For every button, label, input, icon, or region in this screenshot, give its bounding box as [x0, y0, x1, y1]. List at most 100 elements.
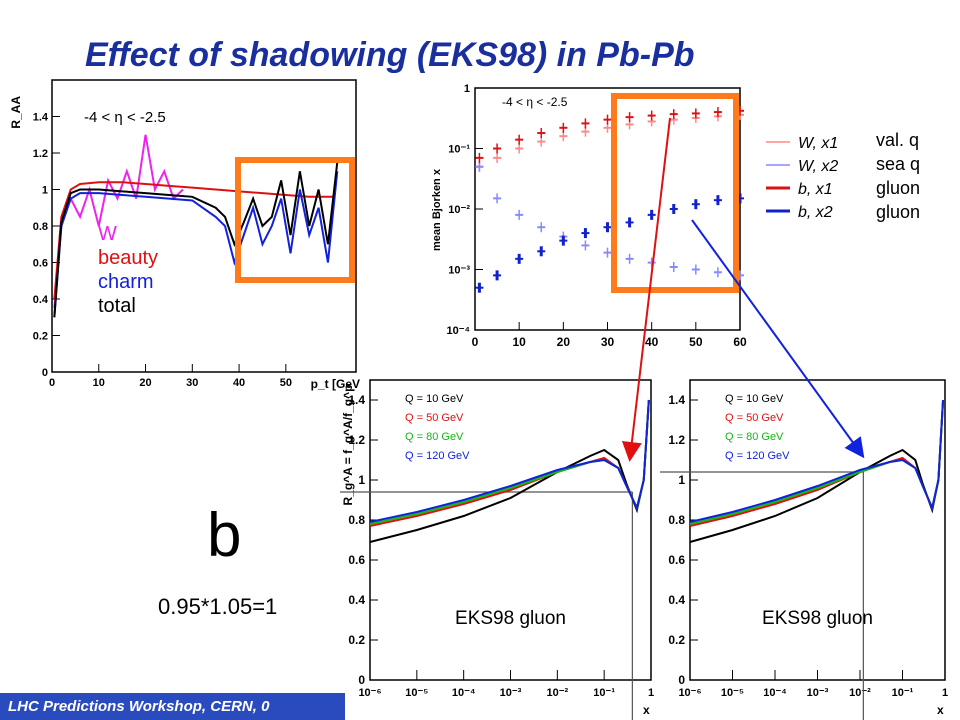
- legend-charm: charm: [98, 271, 154, 293]
- eks-right-xtick-label: 10⁻⁴: [763, 687, 786, 699]
- eks-left-xtick-label: 10⁻⁶: [358, 687, 381, 699]
- raa-ytick-label: 1.2: [33, 148, 48, 160]
- bjx-xtick-label: 40: [645, 335, 659, 349]
- eks-right-xtick-label: 1: [942, 687, 948, 699]
- raa-series-w: [53, 134, 184, 309]
- raa-xtick-label: 0: [49, 377, 55, 389]
- raa-xtick-label: 30: [186, 377, 198, 389]
- eks-left-frame: [369, 379, 652, 681]
- legend-w: W: [98, 223, 117, 245]
- eks-left-ytick-label: 0.8: [348, 513, 365, 527]
- raa-ytick-label: 0.8: [33, 221, 48, 233]
- bjx-legend-label: b, x2: [798, 204, 833, 221]
- bjx-xtick-label: 50: [689, 335, 703, 349]
- raa-chart: 0 0.2 0.4 0.6 0.8 1 1.2 1.4 0 10 20 30 40 50 R_AA p_t […: [9, 79, 360, 391]
- raa-ylabel: R_AA: [9, 96, 23, 129]
- eks-ylabel: R_g^A = f_g^A/f_g^p: [341, 385, 355, 506]
- eks-left-ytick-label: 0.2: [348, 633, 365, 647]
- bjx-ytick-label: 10⁻³: [448, 265, 470, 277]
- eks-left-ytick-label: 0: [358, 673, 365, 687]
- bjx-xtick-label: 0: [472, 335, 479, 349]
- eks-left-xlabel: x: [643, 703, 650, 717]
- eks-right-xtick-label: 10⁻¹: [892, 687, 914, 699]
- eks-left-xtick-label: 10⁻¹: [593, 687, 615, 699]
- eks-right-xtick-label: 10⁻⁶: [678, 687, 701, 699]
- eks-left-legend-label: Q = 80 GeV: [405, 431, 464, 443]
- raa-series-total: [53, 162, 339, 318]
- eks-left-ytick-label: 1.4: [348, 393, 365, 407]
- raa-ytick-label: 0.2: [33, 331, 48, 343]
- eks-left-ytick-label: 1: [358, 473, 365, 487]
- eks-right-xlabel: x: [937, 703, 944, 717]
- eks98-chart-left: 0 0.2 0.4 0.6 0.8 1 1.2 1.4 10⁻⁶ 10⁻⁵ 10⁻⁴ 10⁻³ 10⁻²…: [340, 379, 654, 720]
- eks-left-ytick-label: 0.6: [348, 553, 365, 567]
- bjx-ytick-label: 10⁻¹: [448, 144, 470, 156]
- raa-legend: W beauty charm total: [98, 222, 158, 318]
- bjx-xtick-label: 60: [733, 335, 747, 349]
- eks-left-legend-label: Q = 10 GeV: [405, 393, 464, 405]
- slide-title: Effect of shadowing (EKS98) in Pb-Pb: [85, 36, 695, 74]
- eks-left-xtick-label: 10⁻⁴: [452, 687, 475, 699]
- eks-right-ytick-label: 0.6: [668, 553, 685, 567]
- eks-right-ytick-label: 0.2: [668, 633, 685, 647]
- formula-text: 0.95*1.05=1: [158, 594, 278, 619]
- bjx-xtick-label: 30: [601, 335, 615, 349]
- note-sea-q: sea q: [876, 154, 921, 174]
- bjorken-notes: val. q sea q gluon gluon: [876, 128, 920, 224]
- raa-ytick-label: 0.4: [33, 294, 49, 306]
- eks-right-ytick-label: 1: [678, 473, 685, 487]
- raa-xtick-label: 40: [233, 377, 245, 389]
- bjx-range-label: -4 < η < -2.5: [502, 95, 568, 109]
- eks-right-ytick-label: 0: [678, 673, 685, 687]
- bjx-xtick-label: 10: [512, 335, 526, 349]
- raa-xtick-label: 20: [139, 377, 151, 389]
- raa-xtick-label: 50: [280, 377, 292, 389]
- arrow-blue: [691, 219, 865, 459]
- highlight-box-bjx: [611, 93, 739, 293]
- highlight-box-raa: [235, 157, 355, 283]
- eks-right-caption: EKS98 gluon: [762, 608, 873, 629]
- bjx-ylabel: mean Bjorken x: [431, 168, 443, 251]
- raa-xlabel: p_t [GeV: [311, 377, 360, 391]
- raa-series-charm: [53, 171, 339, 318]
- eks-right-ytick-label: 0.8: [668, 513, 685, 527]
- bjx-ytick-label: 10⁻⁴: [447, 325, 470, 337]
- raa-ytick-label: 0.6: [33, 258, 48, 270]
- raa-xtick-label: 10: [93, 377, 105, 389]
- eks-right-legend-label: Q = 10 GeV: [725, 393, 784, 405]
- bjx-ytick-label: 1: [464, 83, 470, 95]
- arrow-red: [621, 117, 671, 462]
- note-gluon-1: gluon: [876, 178, 921, 198]
- bjx-legend-label: b, x1: [798, 181, 833, 198]
- raa-ytick-label: 1: [42, 185, 48, 197]
- eks-right-series: [689, 399, 945, 523]
- highlight-overlays: [235, 93, 865, 462]
- legend-total: total: [98, 295, 136, 317]
- eks-right-ytick-label: 0.4: [668, 593, 685, 607]
- eks-left-xtick-label: 1: [648, 687, 654, 699]
- raa-ytick-label: 1.4: [33, 112, 49, 124]
- eks-left-xtick-label: 10⁻²: [546, 687, 568, 699]
- eks-left-series: [369, 399, 650, 523]
- raa-range-label: -4 < η < -2.5: [84, 109, 166, 126]
- eks-right-frame: [689, 379, 946, 681]
- eks-left-legend-label: Q = 50 GeV: [405, 412, 464, 424]
- eks-right-xtick-label: 10⁻²: [849, 687, 871, 699]
- bjx-ytick-label: 10⁻²: [448, 204, 470, 216]
- eks-right-xtick-label: 10⁻⁵: [721, 687, 744, 699]
- eks98-chart-right: 0 0.2 0.4 0.6 0.8 1 1.2 1.4 10⁻⁶ 10⁻⁵ 10⁻⁴ 10⁻³ 10⁻²…: [660, 379, 948, 720]
- bjx-legend-label: W, x2: [798, 158, 838, 175]
- bjx-xtick-label: 20: [557, 335, 571, 349]
- eks-left-legend-label: Q = 120 GeV: [405, 450, 470, 462]
- eks-left-xtick-label: 10⁻⁵: [405, 687, 428, 699]
- eks-right-ytick-label: 1.4: [668, 393, 685, 407]
- eks-left-xtick-label: 10⁻³: [500, 687, 522, 699]
- eks-left-caption: EKS98 gluon: [455, 608, 566, 629]
- eks-right-legend-label: Q = 50 GeV: [725, 412, 784, 424]
- eks-right-ytick-label: 1.2: [668, 433, 685, 447]
- note-val-q: val. q: [876, 130, 920, 150]
- legend-beauty: beauty: [98, 247, 159, 269]
- note-gluon-2: gluon: [876, 202, 921, 222]
